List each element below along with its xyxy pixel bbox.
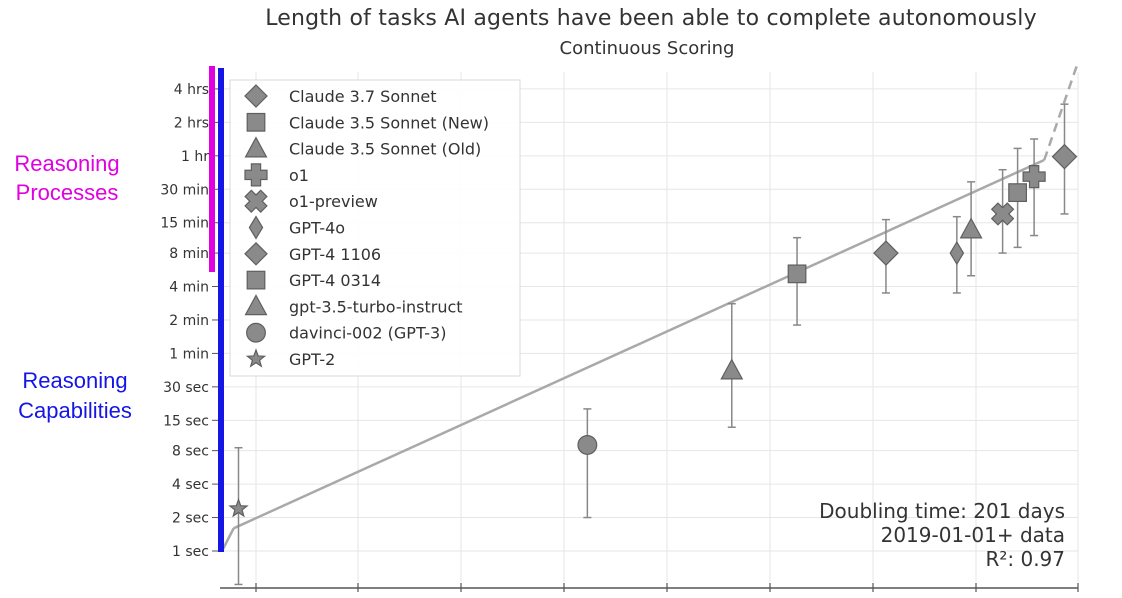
point-claude-3-7-sonnet (1051, 143, 1078, 170)
y-tick-label: 4 min (169, 280, 209, 296)
legend-label-gpt-3-5-turbo-instruct: gpt-3.5-turbo-instruct (289, 297, 463, 316)
y-tick-label: 8 sec (172, 444, 209, 460)
point-gpt-2 (228, 498, 249, 518)
legend: Claude 3.7 Sonnet Claude 3.5 Sonnet (New)… (229, 79, 521, 377)
reasoning-capabilities-label-line1: Reasoning (22, 368, 127, 393)
y-tick-label: 1 hr (181, 149, 209, 165)
point-claude-3-5-sonnet-old (959, 217, 983, 239)
annotation-data-range: 2019-01-01+ data (881, 523, 1065, 547)
legend-marker-gpt-4-0314 (246, 270, 266, 290)
legend-marker-claude-3-5-sonnet-old (244, 136, 268, 158)
y-tick-label: 2 sec (172, 511, 209, 527)
y-tick-label: 15 min (160, 216, 209, 232)
reasoning-processes-label-line1: Reasoning (14, 151, 119, 176)
y-tick-label: 4 hrs (174, 82, 209, 98)
legend-label-claude-3-7-sonnet: Claude 3.7 Sonnet (289, 87, 437, 106)
point-claude-3-5-sonnet-new (1008, 183, 1028, 203)
y-tick-label: 30 sec (163, 380, 209, 396)
legend-marker-o1-preview-shape (244, 189, 268, 213)
point-gpt-4o (949, 240, 965, 266)
point-gpt-4-1106 (873, 240, 899, 266)
legend-label-gpt-4-1106: GPT-4 1106 (289, 245, 381, 264)
legend-label-o1: o1 (289, 166, 309, 185)
y-tick-label: 30 min (160, 182, 209, 198)
y-tick-label: 15 sec (163, 413, 209, 429)
side-bars (209, 66, 224, 552)
y-tick-label: 4 sec (172, 477, 209, 493)
chart-subtitle: Continuous Scoring (560, 38, 735, 59)
legend-label-o1-preview: o1-preview (289, 192, 378, 211)
axes: 1 sec 2 sec 4 sec 8 sec 15 sec 30 sec 1 min 2 m… (160, 82, 1079, 592)
annotations: Doubling time: 201 days 2019-01-01+ data… (819, 499, 1065, 571)
data-points (228, 143, 1078, 518)
legend-label-claude-3-5-sonnet-new: Claude 3.5 Sonnet (New) (289, 113, 489, 132)
legend-marker-o1-preview (244, 189, 268, 213)
legend-marker-gpt-2 (245, 348, 267, 368)
legend-marker-gpt-4o (248, 215, 264, 240)
side-labels: Reasoning Processes Reasoning Capabiliti… (14, 151, 131, 423)
chart-title: Length of tasks AI agents have been able… (265, 6, 1037, 31)
y-tick-label: 1 min (169, 346, 209, 362)
point-o1-preview (990, 202, 1015, 226)
legend-box (229, 79, 521, 377)
point-gpt-3-5-turbo-instruct (720, 358, 744, 380)
point-davinci-002-gpt-3 (577, 435, 598, 455)
legend-label-claude-3-5-sonnet-old: Claude 3.5 Sonnet (Old) (289, 140, 481, 159)
y-tick-label: 8 min (169, 246, 209, 262)
legend-label-gpt-2: GPT-2 (289, 350, 335, 369)
annotation-r-squared: R²: 0.97 (985, 547, 1065, 571)
reasoning-capabilities-bar (218, 68, 224, 552)
y-tick-label: 2 hrs (174, 115, 209, 131)
legend-marker-davinci-002-gpt-3 (246, 322, 266, 343)
reasoning-capabilities-label-line2: Capabilities (18, 398, 132, 423)
trend-line-extrapolated (1043, 61, 1080, 161)
legend-label-gpt-4-0314: GPT-4 0314 (289, 271, 381, 290)
legend-marker-o1 (244, 163, 268, 187)
legend-marker-claude-3-5-sonnet-new (246, 112, 266, 132)
y-tick-label: 2 min (169, 313, 209, 329)
point-gpt-4-0314 (787, 264, 807, 284)
legend-marker-claude-3-7-sonnet (244, 84, 268, 108)
annotation-doubling-time: Doubling time: 201 days (819, 499, 1065, 523)
reasoning-processes-bar (209, 66, 215, 272)
legend-label-gpt-4o: GPT-4o (289, 219, 345, 238)
point-o1-preview-shape (990, 202, 1015, 226)
legend-marker-gpt-4-1106 (244, 241, 268, 266)
legend-marker-gpt-3-5-turbo-instruct (244, 294, 268, 316)
point-o1 (1022, 165, 1046, 189)
legend-label-davinci-002-gpt-3: davinci-002 (GPT-3) (289, 324, 446, 343)
y-tick-label: 1 sec (172, 544, 209, 560)
reasoning-processes-label-line2: Processes (16, 180, 119, 205)
trend-line-fit (233, 158, 1045, 530)
